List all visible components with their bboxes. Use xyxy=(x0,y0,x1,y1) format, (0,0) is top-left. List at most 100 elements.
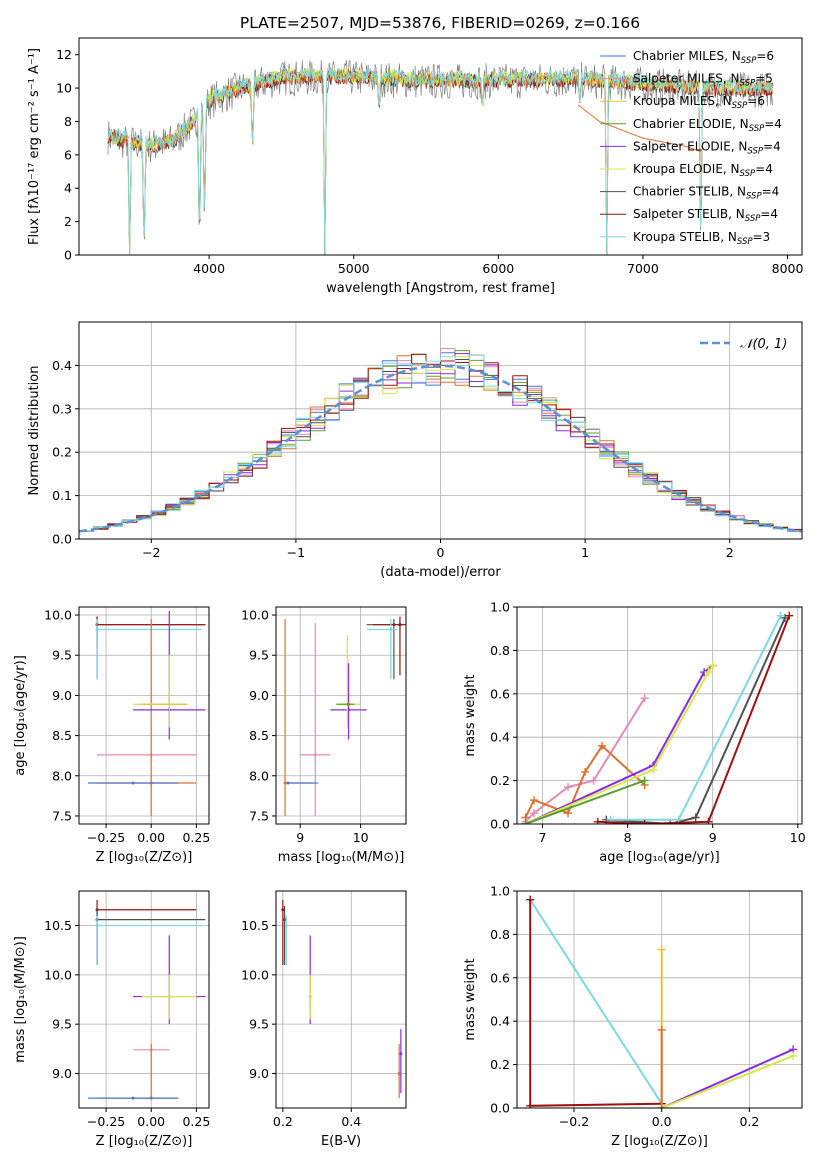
data-point xyxy=(95,628,99,632)
y-tick-label: 4 xyxy=(64,181,72,196)
plot-area xyxy=(521,611,794,824)
y-tick-label: 0.2 xyxy=(52,445,72,460)
weight-line xyxy=(661,1054,794,1108)
weight-marker xyxy=(526,895,535,904)
plot-area xyxy=(281,899,403,1099)
panel-5: 7 8 9 10 0.0 0.2 0.4 0.6 0.8 1.0 age [log₁₀(age/yr… xyxy=(463,600,806,866)
y-tick-label: 8.0 xyxy=(52,768,72,783)
y-tick-label: 10 xyxy=(56,81,72,96)
axes-frame xyxy=(516,890,803,1109)
y-tick-label: 10.0 xyxy=(44,608,72,623)
x-tick-label: 7000 xyxy=(627,261,659,276)
y-tick-label: 10.0 xyxy=(241,967,269,982)
x-tick-label: 0.0 xyxy=(652,1114,672,1129)
plot-area xyxy=(88,611,206,816)
data-point xyxy=(283,918,287,922)
panel-2: −2 −1 0 1 2 0.0 0.1 0.2 0.3 0.4 (data-model)/error… xyxy=(27,321,803,580)
axes-frame xyxy=(275,606,407,825)
y-tick-label: 6 xyxy=(64,147,72,162)
data-point xyxy=(131,781,135,785)
weight-marker xyxy=(657,945,666,954)
weight-line xyxy=(661,1048,794,1108)
y-tick-label: 10.5 xyxy=(241,918,269,933)
weight-marker xyxy=(589,776,598,785)
x-tick-label: −0.25 xyxy=(87,1114,125,1129)
weight-marker xyxy=(530,809,539,818)
legend-label: Chabrier STELIB, NSSP=4 xyxy=(633,185,779,202)
plot-area xyxy=(526,895,798,1108)
y-axis-label: Flux [fλ10⁻¹⁷ erg cm⁻² s⁻¹ A⁻¹] xyxy=(27,48,42,245)
data-point xyxy=(286,781,290,785)
plot-area xyxy=(88,899,206,1100)
y-axis-label: age [log₁₀(age/yr)] xyxy=(13,655,28,776)
y-tick-label: 0.2 xyxy=(490,1057,510,1072)
y-axis-label: Normed distribution xyxy=(27,366,42,496)
legend-label: Salpeter ELODIE, NSSP=4 xyxy=(633,139,781,156)
y-tick-label: 9.5 xyxy=(249,648,269,663)
weight-marker xyxy=(657,1104,666,1108)
y-tick-label: 8.5 xyxy=(52,728,72,743)
weight-marker xyxy=(564,809,573,818)
weight-line xyxy=(606,617,786,824)
histogram-series xyxy=(79,350,802,532)
data-point xyxy=(347,702,351,706)
x-tick-label: 1 xyxy=(581,545,589,560)
normal-curve-line xyxy=(79,364,802,533)
y-tick-label: 0.4 xyxy=(52,358,72,373)
x-tick-label: 7 xyxy=(539,830,547,845)
y-tick-label: 0.3 xyxy=(52,401,72,416)
weight-line xyxy=(597,615,791,824)
data-point xyxy=(131,1096,135,1100)
y-tick-label: 12 xyxy=(56,47,72,62)
x-axis-label: (data-model)/error xyxy=(380,565,501,580)
y-tick-label: 9.0 xyxy=(249,688,269,703)
x-tick-label: 8000 xyxy=(772,261,804,276)
weight-line xyxy=(529,899,663,1105)
data-point xyxy=(149,702,153,706)
axes-frame xyxy=(516,606,803,825)
figure-title: PLATE=2507, MJD=53876, FIBERID=0269, z=0… xyxy=(240,14,640,32)
weight-marker xyxy=(666,820,675,824)
x-tick-label: 0.25 xyxy=(182,1114,210,1129)
x-tick-label: −1 xyxy=(287,545,305,560)
plot-area xyxy=(79,348,802,533)
x-tick-label: 4000 xyxy=(193,261,225,276)
y-tick-label: 9.0 xyxy=(52,688,72,703)
legend-label: Kroupa ELODIE, NSSP=4 xyxy=(633,162,773,179)
y-tick-label: 9.0 xyxy=(249,1066,269,1081)
weight-marker xyxy=(691,813,700,822)
histogram-series xyxy=(79,353,802,532)
histogram-series xyxy=(79,354,802,532)
y-tick-label: 8 xyxy=(64,114,72,129)
x-tick-label: 8 xyxy=(624,830,632,845)
x-tick-label: 0.4 xyxy=(341,1114,361,1129)
weight-line xyxy=(525,779,645,824)
legend-label: Kroupa MILES, NSSP=6 xyxy=(633,94,765,111)
x-tick-label: −2 xyxy=(142,545,160,560)
panel-7: 0.2 0.4 9.0 9.5 10.0 10.5 E(B-V) xyxy=(241,890,407,1149)
legend-label: Salpeter STELIB, NSSP=4 xyxy=(633,207,778,224)
x-axis-label: wavelength [Angstrom, rest frame] xyxy=(326,281,555,296)
x-tick-label: 0.2 xyxy=(273,1114,293,1129)
legend-label: Kroupa STELIB, NSSP=3 xyxy=(633,230,770,247)
x-tick-label: 10 xyxy=(790,830,806,845)
legend-label: Chabrier MILES, NSSP=6 xyxy=(633,49,774,66)
panel-3: −0.25 0.00 0.25 7.5 8.0 8.5 9.0 9.5 10.0 Z [log₁₀… xyxy=(13,606,210,865)
x-tick-label: −0.25 xyxy=(87,830,125,845)
y-tick-label: 0.6 xyxy=(490,686,510,701)
x-tick-label: −0.2 xyxy=(559,1114,589,1129)
weight-marker xyxy=(640,776,649,785)
x-axis-label: E(B-V) xyxy=(321,1134,361,1149)
x-tick-label: 10 xyxy=(353,830,369,845)
y-tick-label: 0.6 xyxy=(490,970,510,985)
x-tick-label: 0.00 xyxy=(137,1114,165,1129)
legend: Chabrier MILES, NSSP=6 Salpeter MILES, NS… xyxy=(600,49,782,247)
y-tick-label: 0.8 xyxy=(490,643,510,658)
weight-marker xyxy=(530,796,539,805)
legend-label: Salpeter MILES, NSSP=5 xyxy=(633,72,773,89)
y-tick-label: 10.0 xyxy=(44,967,72,982)
x-tick-label: 0 xyxy=(437,545,445,560)
y-tick-label: 0 xyxy=(64,248,72,263)
y-axis-label: mass [log₁₀(M/M⊙)] xyxy=(13,936,28,1063)
y-tick-label: 0.0 xyxy=(52,532,72,547)
